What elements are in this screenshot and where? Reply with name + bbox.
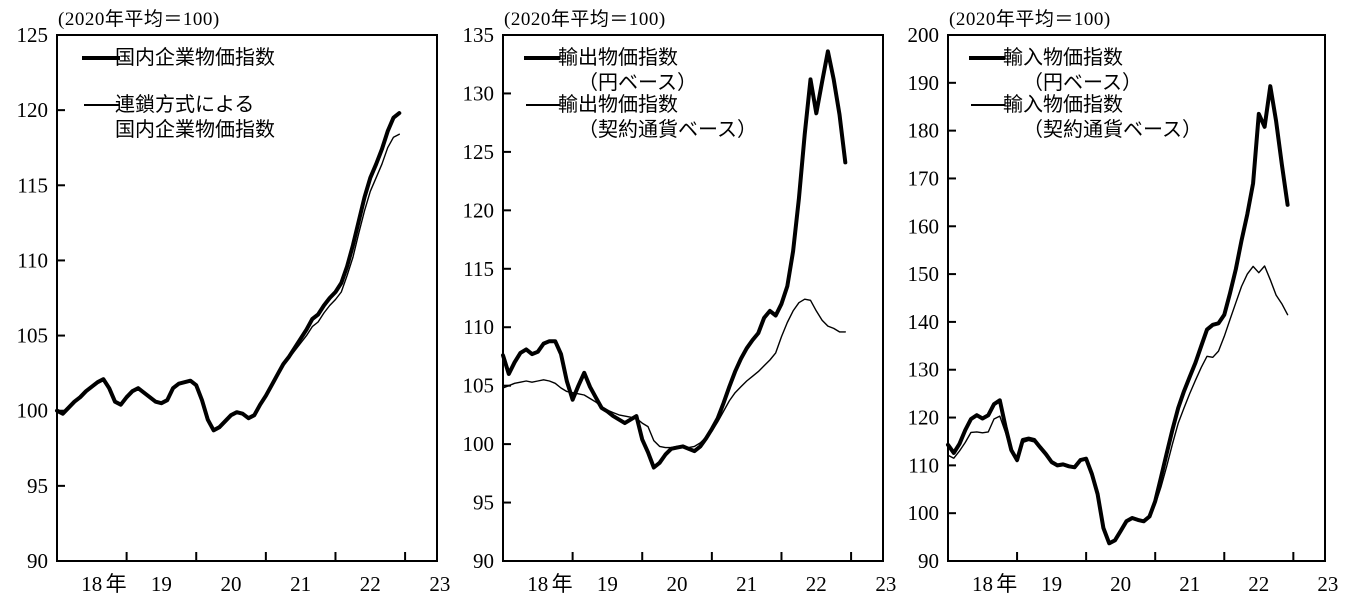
x-year-label: 年 [996,572,1017,596]
y-tick-label: 105 [463,374,495,398]
x-year-label: 22 [806,572,827,596]
legend-text: 輸出物価指数 [558,94,678,116]
y-tick-label: 110 [463,315,494,339]
y-tick-label: 135 [463,23,495,47]
y-tick-label: 100 [17,399,49,423]
legend-text: 輸入物価指数 [1003,47,1123,69]
plot-box [56,34,438,562]
y-tick-label: 150 [908,262,940,286]
series-line-thick [946,84,1290,546]
legend-text: 国内企業物価指数 [115,47,275,69]
axis-unit-note: (2020年平均＝100) [58,9,220,30]
legend-label-import-contract: 輸入物価指数 （契約通貨ベース） [1003,93,1202,143]
y-tick-label: 95 [27,474,48,498]
y-tick-label: 120 [17,98,49,122]
x-year-label: 20 [221,572,242,596]
y-tick-label: 115 [17,173,48,197]
x-year-label: 23 [875,572,896,596]
x-year-label: 19 [1041,572,1062,596]
x-year-label: 20 [1110,572,1131,596]
y-tick-label: 130 [908,358,940,382]
y-tick-label: 90 [918,549,939,573]
x-year-label: 23 [1317,572,1338,596]
legend-text: 輸入物価指数 [1003,94,1123,116]
legend-label-export-yen: 輸出物価指数 （円ベース） [558,46,697,96]
x-year-label: 21 [736,572,757,596]
x-year-label: 23 [429,572,450,596]
x-year-label: 18 [81,572,102,596]
x-year-label: 22 [360,572,381,596]
y-tick-label: 120 [908,406,940,430]
plot-box [502,34,884,562]
legend-text: 連鎖方式による [115,94,255,116]
y-tick-label: 110 [908,453,939,477]
x-year-label: 19 [597,572,618,596]
y-tick-label: 100 [463,432,495,456]
x-year-label: 年 [106,572,127,596]
axis-unit-note: (2020年平均＝100) [504,9,666,30]
y-tick-label: 125 [17,23,49,47]
y-tick-label: 90 [27,549,48,573]
legend-text: （円ベース） [1023,72,1142,94]
legend-text: 輸出物価指数 [558,47,678,69]
x-year-label: 18 [972,572,993,596]
y-tick-label: 115 [463,257,494,281]
legend-thick-line-sample [969,56,1005,60]
series-line-thin [947,265,1289,545]
y-tick-label: 180 [908,119,940,143]
legend-label-domestic-cgpi: 国内企業物価指数 [115,46,275,71]
y-tick-label: 100 [908,501,940,525]
y-tick-label: 160 [908,214,940,238]
y-tick-label: 140 [908,310,940,334]
legend-thick-line-sample [82,56,120,60]
y-tick-label: 90 [473,549,494,573]
series-line-thin [56,133,400,431]
series-line-thick [501,49,848,470]
series-line-thin [502,298,846,449]
legend-text: （契約通貨ベース） [1023,119,1202,141]
legend-text: 国内企業物価指数 [115,119,275,141]
legend-label-chained-cgpi: 連鎖方式による 国内企業物価指数 [115,93,275,143]
plot-box [947,34,1326,562]
legend-label-export-contract: 輸出物価指数 （契約通貨ベース） [558,93,757,143]
y-tick-label: 190 [908,71,940,95]
y-tick-label: 200 [908,23,940,47]
legend-text: （円ベース） [578,72,697,94]
x-year-label: 21 [290,572,311,596]
x-year-label: 22 [1248,572,1269,596]
y-tick-label: 125 [463,140,495,164]
legend-text: （契約通貨ベース） [578,119,757,141]
legend-label-import-yen: 輸入物価指数 （円ベース） [1003,46,1142,96]
y-tick-label: 110 [17,248,48,272]
legend-thin-line-sample [526,104,560,106]
x-year-label: 18 [527,572,548,596]
legend-thick-line-sample [524,56,560,60]
axis-unit-note: (2020年平均＝100) [949,9,1111,30]
y-tick-label: 120 [463,198,495,222]
y-tick-label: 95 [473,491,494,515]
x-year-label: 21 [1179,572,1200,596]
legend-thin-line-sample [971,104,1005,106]
x-year-label: 20 [667,572,688,596]
x-year-label: 19 [151,572,172,596]
x-year-label: 年 [552,572,573,596]
y-tick-label: 105 [17,324,49,348]
y-tick-label: 130 [463,81,495,105]
y-tick-label: 170 [908,166,940,190]
legend-thin-line-sample [84,104,120,106]
